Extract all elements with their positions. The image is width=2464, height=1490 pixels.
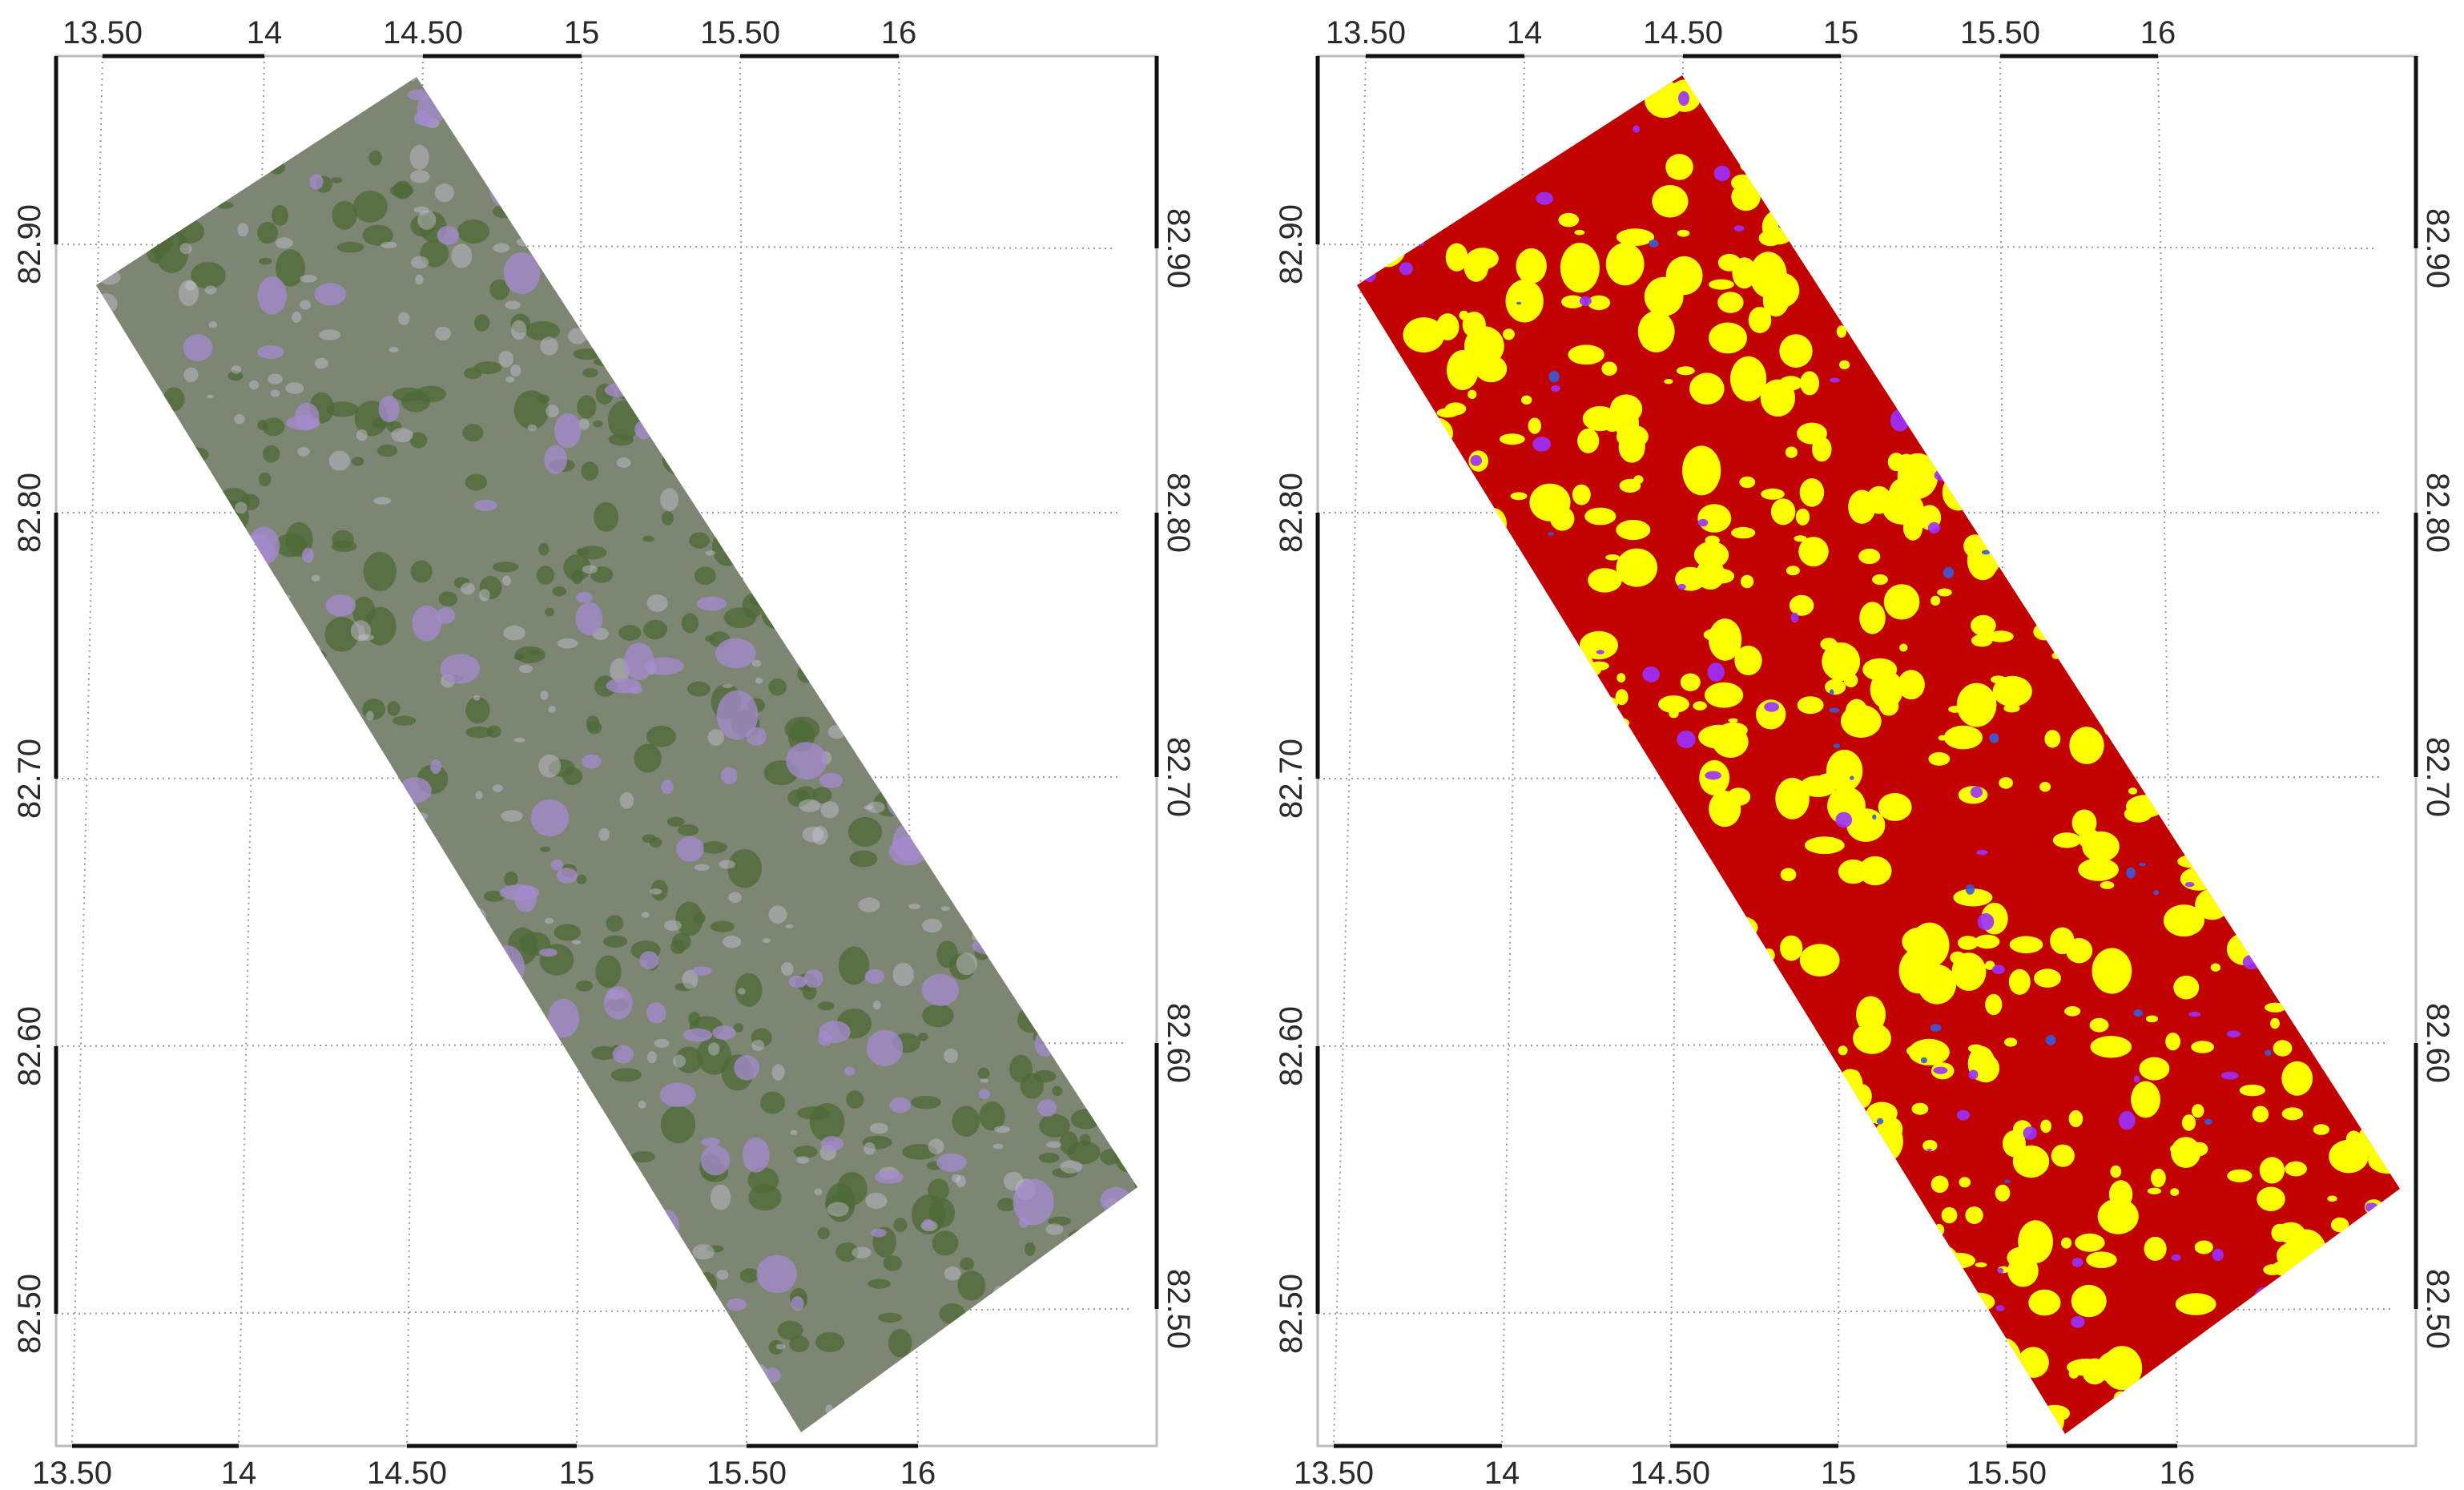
left-top-lon-label: 13.50 [62,15,143,50]
right-bottom-longitude-labels: 13.50 14 14.50 15 15.50 16 [1294,1456,2195,1490]
right-left-latitude-labels: 82.90 82.80 82.70 82.60 82.50 [1274,204,1309,1354]
right-top-lon-label: 15 [1823,15,1859,50]
right-top-lon-label: 14 [1507,15,1543,50]
left-bottom-lon-label: 14 [221,1456,257,1490]
left-right-latitude-labels: 82.90 82.80 82.70 82.60 82.50 [1161,208,1196,1349]
right-top-lon-label: 13.50 [1326,15,1406,50]
left-top-lon-label: 15.50 [700,15,780,50]
right-lat-label: 82.70 [2420,737,2455,817]
left-lat-label: 82.60 [1274,1006,1309,1086]
satellite-image-strip [96,77,1137,1432]
right-bottom-lon-label: 15.50 [1967,1456,2047,1490]
right-lat-label: 82.80 [2420,473,2455,553]
right-bottom-lon-label: 13.50 [1294,1456,1374,1490]
left-bottom-lon-label: 15 [559,1456,595,1490]
right-lat-label: 82.80 [1161,473,1196,553]
left-lat-label: 82.80 [1274,473,1309,553]
right-lat-label: 82.60 [1161,1003,1196,1083]
left-bottom-lon-label: 15.50 [707,1456,787,1490]
right-bottom-lon-label: 14 [1484,1456,1520,1490]
right-top-lon-label: 16 [2140,15,2176,50]
right-lat-label: 82.50 [1161,1269,1196,1349]
left-lat-label: 82.70 [1274,739,1309,819]
left-top-lon-label: 14 [247,15,283,50]
left-lat-label: 82.50 [1274,1274,1309,1354]
left-lat-label: 82.90 [12,204,47,284]
right-bottom-lon-label: 15 [1821,1456,1857,1490]
right-lat-label: 82.70 [1161,737,1196,817]
left-bottom-lon-label: 16 [900,1456,936,1490]
left-lat-label: 82.70 [12,739,47,819]
classified-image-strip [1357,75,2400,1434]
left-bottom-lon-label: 13.50 [32,1456,112,1490]
left-top-lon-label: 15 [564,15,600,50]
right-lat-label: 82.50 [2420,1269,2455,1349]
left-lat-label: 82.50 [12,1274,47,1354]
left-lat-label: 82.80 [12,473,47,553]
left-top-lon-label: 16 [881,15,917,50]
right-top-lon-label: 14.50 [1643,15,1723,50]
right-bottom-lon-label: 14.50 [1630,1456,1710,1490]
left-top-longitude-labels: 13.50 14 14.50 15 15.50 16 [62,15,916,50]
right-lat-label: 82.90 [1161,208,1196,288]
left-map-panel: 13.50 14 14.50 15 15.50 16 13.50 14 14.5… [12,15,1196,1490]
left-bottom-longitude-labels: 13.50 14 14.50 15 15.50 16 [32,1456,936,1490]
left-lat-label: 82.90 [1274,204,1309,284]
left-top-lon-label: 14.50 [383,15,463,50]
right-lat-label: 82.60 [2420,1003,2455,1083]
left-lat-label: 82.60 [12,1006,47,1086]
right-top-lon-label: 15.50 [1960,15,2040,50]
right-top-longitude-labels: 13.50 14 14.50 15 15.50 16 [1326,15,2176,50]
left-bottom-lon-label: 14.50 [367,1456,447,1490]
left-left-latitude-labels: 82.90 82.80 82.70 82.60 82.50 [12,204,47,1354]
right-right-latitude-labels: 82.90 82.80 82.70 82.60 82.50 [2420,208,2455,1349]
right-map-panel: 13.50 14 14.50 15 15.50 16 13.50 14 14.5… [1274,15,2455,1490]
right-axis-bars [1315,54,2418,1448]
left-axis-bars [54,54,1159,1448]
right-lat-label: 82.90 [2420,208,2455,288]
right-bottom-lon-label: 16 [2160,1456,2196,1490]
